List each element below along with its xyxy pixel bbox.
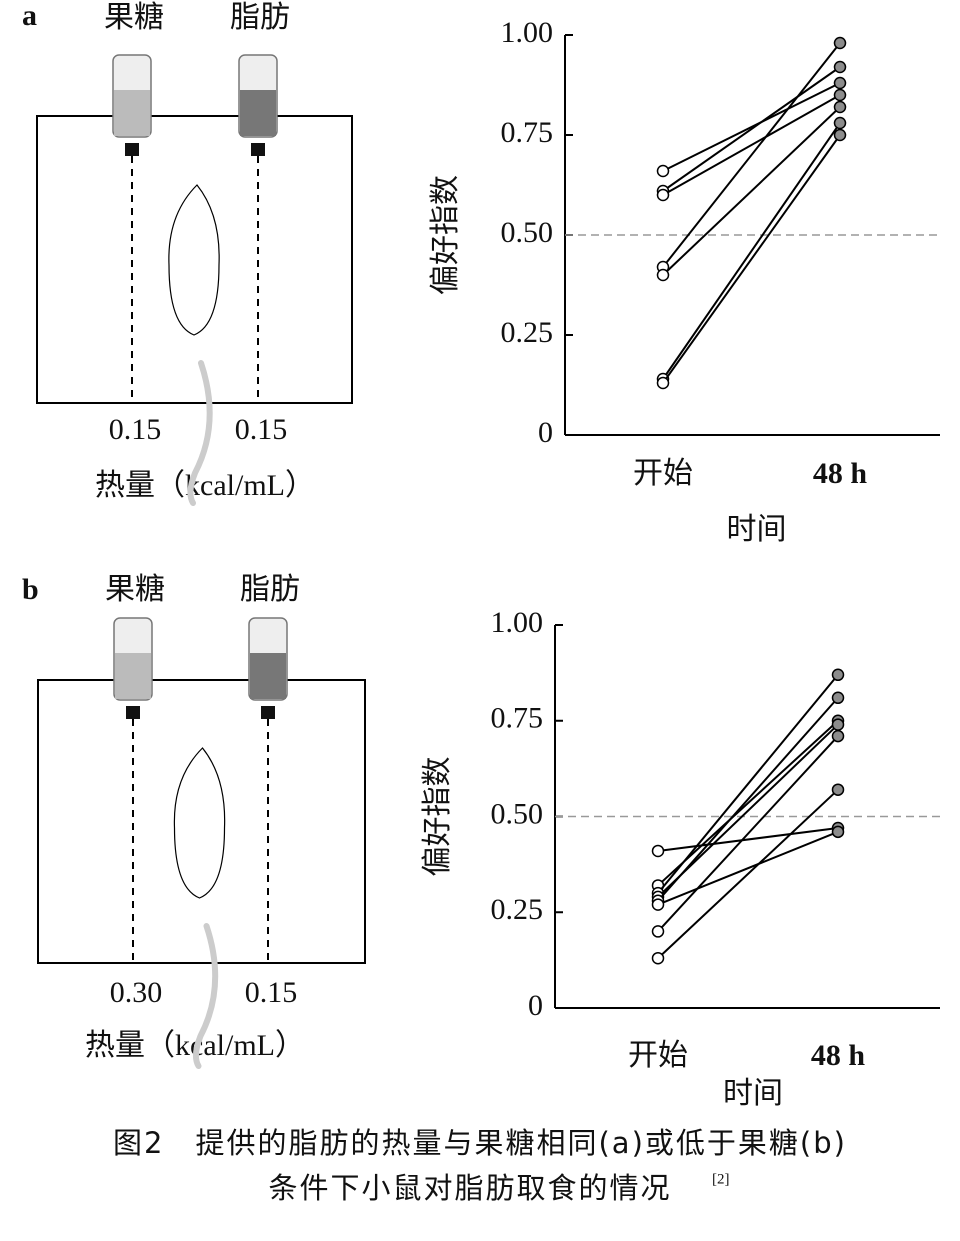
paired-line	[662, 122, 841, 380]
panel-label: a	[22, 0, 37, 32]
point	[833, 128, 847, 142]
paired-line	[657, 826, 839, 852]
paired-line	[662, 82, 841, 172]
y-tick-label: 0	[528, 989, 543, 1022]
cage	[37, 679, 366, 964]
y-tick-label: 0.50	[491, 797, 544, 830]
point	[831, 668, 845, 682]
point	[651, 925, 665, 938]
bottle-cap	[251, 143, 265, 156]
point	[833, 88, 847, 102]
paired-line	[657, 830, 839, 906]
paired-line	[657, 674, 839, 894]
calorie-value: 0.15	[109, 413, 162, 446]
x-tick-label: 开始	[628, 1039, 688, 1072]
bottle-liquid	[240, 90, 276, 136]
paired-line	[662, 66, 841, 192]
point	[656, 188, 670, 202]
point	[833, 36, 847, 50]
point	[833, 100, 847, 114]
paired-line	[662, 106, 841, 276]
bottle-liquid	[114, 90, 150, 136]
point	[831, 718, 845, 731]
bottle-cap	[126, 706, 140, 719]
point	[833, 116, 847, 130]
point	[651, 951, 665, 965]
bottle-label: 脂肪	[230, 1, 290, 34]
paired-line	[657, 735, 839, 933]
y-tick-label: 0.25	[491, 893, 544, 926]
calorie-label: 热量（kcal/mL）	[95, 469, 315, 502]
y-tick-label: 1.00	[501, 16, 554, 49]
bottle-label: 果糖	[105, 573, 165, 606]
mouse	[173, 747, 226, 899]
x-axis-label: 时间	[727, 513, 787, 546]
caption-line: 图2 提供的脂肪的热量与果糖相同(a)或低于果糖(b)	[113, 1126, 847, 1160]
y-tick-label: 0	[538, 416, 553, 449]
x-tick-label: 开始	[633, 457, 693, 490]
y-tick-label: 0.75	[501, 116, 554, 149]
point	[656, 164, 670, 178]
point	[831, 825, 845, 839]
panel-label: b	[22, 573, 39, 606]
caption-ref: [2]	[712, 1171, 730, 1187]
point	[831, 729, 845, 743]
y-tick-label: 0.75	[491, 702, 544, 735]
paired-line	[657, 788, 839, 959]
bottle-liquid	[115, 653, 151, 699]
paired-line	[662, 94, 841, 196]
bottle-label: 脂肪	[240, 573, 300, 606]
paired-line	[657, 697, 839, 902]
y-tick-label: 0.25	[501, 316, 554, 349]
point	[651, 898, 665, 911]
point	[833, 60, 847, 74]
bottle-liquid	[250, 653, 286, 699]
paired-line	[662, 134, 841, 384]
point	[833, 76, 847, 90]
y-tick-label: 1.00	[491, 606, 544, 639]
mouse-tail	[187, 360, 213, 506]
point	[831, 691, 845, 705]
bottle-label: 果糖	[104, 1, 164, 34]
bottle-cap	[261, 706, 275, 719]
paired-line	[662, 42, 841, 268]
y-axis-label: 偏好指数	[429, 175, 462, 295]
x-tick-label: 48 h	[813, 457, 868, 490]
cage	[36, 115, 353, 404]
calorie-value: 0.30	[110, 976, 163, 1009]
point	[651, 844, 665, 858]
x-axis-label: 时间	[723, 1077, 783, 1110]
point	[831, 783, 845, 796]
mouse-tail	[192, 923, 219, 1069]
mouse	[168, 184, 220, 336]
bottle-cap	[125, 143, 139, 156]
calorie-value: 0.15	[245, 976, 298, 1009]
point	[656, 268, 670, 282]
caption-line: 条件下小鼠对脂肪取食的情况	[268, 1171, 671, 1205]
calorie-value: 0.15	[235, 413, 288, 446]
y-tick-label: 0.50	[501, 216, 554, 249]
x-tick-label: 48 h	[811, 1039, 866, 1072]
point	[656, 376, 670, 390]
y-axis-label: 偏好指数	[421, 757, 454, 877]
